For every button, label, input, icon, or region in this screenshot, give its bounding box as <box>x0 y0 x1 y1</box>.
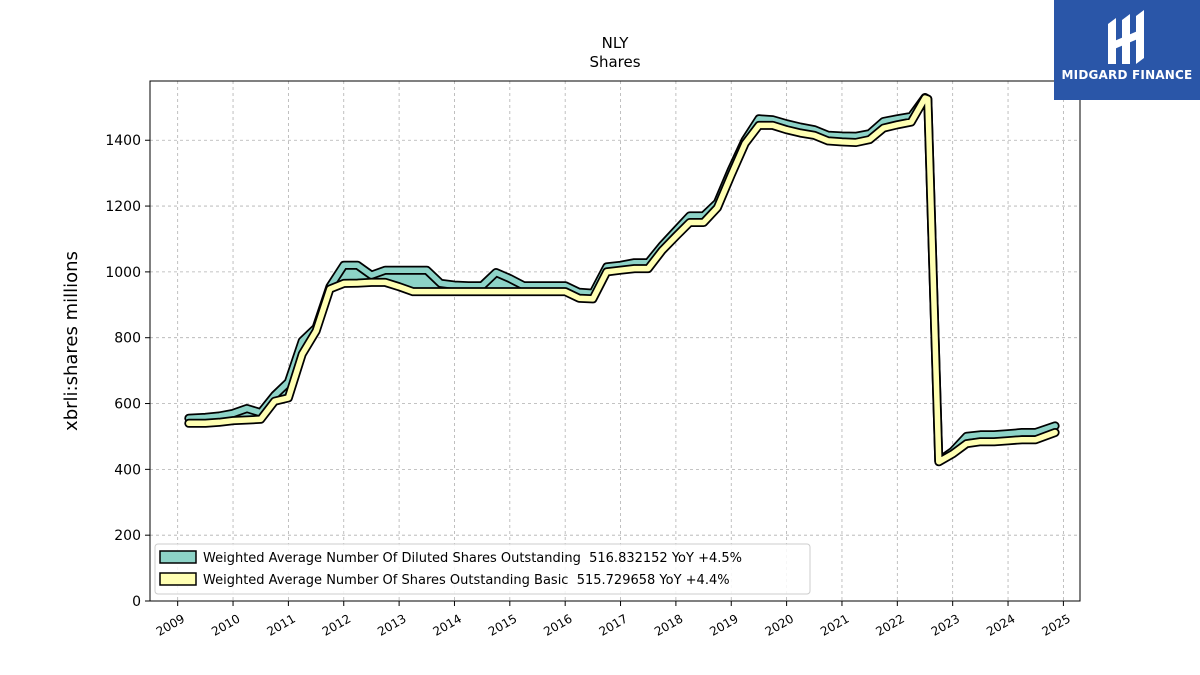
y-tick-label: 0 <box>132 594 141 610</box>
x-tick-label: 2011 <box>264 611 297 638</box>
x-tick-label: 2019 <box>707 611 740 638</box>
grid <box>150 81 1080 602</box>
plot-frame <box>149 80 1081 602</box>
legend-swatch-diluted <box>159 550 197 564</box>
x-tick-label: 2010 <box>209 611 242 638</box>
y-tick-label: 600 <box>114 397 141 413</box>
x-tick-label: 2017 <box>597 611 630 638</box>
legend-label-basic: Weighted Average Number Of Shares Outsta… <box>203 573 730 588</box>
y-tick-label: 1200 <box>105 199 141 215</box>
y-axis-label: xbrli:shares millions <box>61 251 82 431</box>
x-tick-label: 2024 <box>984 611 1017 638</box>
x-tick-label: 2021 <box>818 611 851 638</box>
legend-label-diluted: Weighted Average Number Of Diluted Share… <box>203 551 742 566</box>
x-tick-label: 2018 <box>652 611 685 638</box>
y-tick-label: 1000 <box>105 265 141 281</box>
chart-subtitle: Shares <box>589 53 640 71</box>
brand-logo: MIDGARD FINANCE <box>1054 0 1200 100</box>
x-tick-label: 2020 <box>763 611 796 638</box>
y-tick-label: 1400 <box>105 133 141 149</box>
y-tick-label: 400 <box>114 462 141 478</box>
x-tick-label: 2013 <box>375 611 408 638</box>
x-tick-label: 2023 <box>929 611 962 638</box>
x-tick-label: 2015 <box>486 611 519 638</box>
legend-box <box>154 543 811 595</box>
x-tick-label: 2009 <box>154 611 187 638</box>
x-tick-label: 2016 <box>541 611 574 638</box>
x-tick-label: 2012 <box>320 611 353 638</box>
chart-title: NLY <box>602 34 630 52</box>
series-line-basic <box>186 95 1058 465</box>
midgard-logo-icon <box>1108 10 1144 64</box>
series-line-outline-basic <box>184 93 1060 467</box>
x-tick-label: 2014 <box>431 611 464 638</box>
y-tick-label: 200 <box>114 528 141 544</box>
legend: Weighted Average Number Of Diluted Share… <box>154 543 811 595</box>
logo-text: MIDGARD FINANCE <box>1061 68 1193 82</box>
x-tick-label: 2022 <box>873 611 906 638</box>
x-tick-label: 2025 <box>1039 611 1072 638</box>
series-layer <box>184 93 1060 467</box>
y-tick-label: 800 <box>114 331 141 347</box>
legend-swatch-basic <box>159 572 197 586</box>
